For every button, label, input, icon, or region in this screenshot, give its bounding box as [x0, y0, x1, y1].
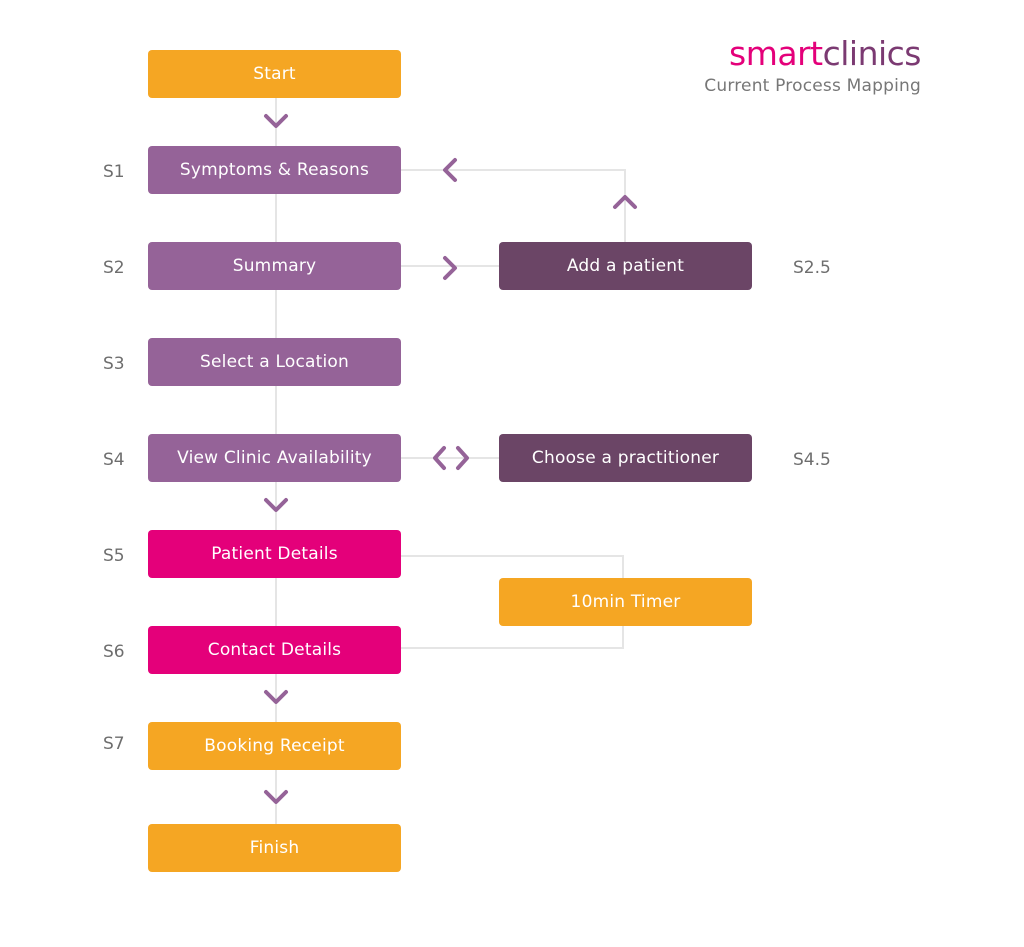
- chevron-right-icon: [443, 256, 457, 280]
- chevron-left-icon: [433, 446, 446, 470]
- step-label-s4: S4: [103, 450, 125, 470]
- view-clinic-availability-label: View Clinic Availability: [177, 448, 372, 468]
- symptoms-reasons-label: Symptoms & Reasons: [179, 160, 370, 180]
- chevron-down-icon: [264, 114, 288, 128]
- patient-details-node: Patient Details: [148, 530, 401, 578]
- chevron-right-icon: [456, 446, 469, 470]
- brand-name-part2: clinics: [822, 34, 922, 73]
- start-node: Start: [148, 50, 401, 98]
- start-label: Start: [253, 64, 296, 84]
- chevron-down-icon: [264, 690, 288, 704]
- step-label-s2-5: S2.5: [793, 258, 831, 278]
- finish-node: Finish: [148, 824, 401, 872]
- contact-details-label: Contact Details: [207, 640, 342, 660]
- step-label-s6: S6: [103, 642, 125, 662]
- brand-name-part1: smart: [729, 34, 823, 73]
- add-patient-label: Add a patient: [566, 256, 685, 276]
- timer-node: 10min Timer: [499, 578, 752, 626]
- chevron-up-icon: [613, 195, 637, 209]
- booking-receipt-label: Booking Receipt: [204, 736, 345, 756]
- view-clinic-availability-node: View Clinic Availability: [148, 434, 401, 482]
- brand-logo: smartclinics Current Process Mapping: [704, 36, 921, 97]
- timer-label: 10min Timer: [570, 592, 681, 612]
- summary-label: Summary: [232, 256, 317, 276]
- patient-details-label: Patient Details: [211, 544, 338, 564]
- step-label-s5: S5: [103, 546, 125, 566]
- select-location-node: Select a Location: [148, 338, 401, 386]
- chevron-down-icon: [264, 498, 288, 512]
- brand-wordmark: smartclinics: [704, 36, 921, 72]
- step-label-s3: S3: [103, 354, 125, 374]
- chevron-down-icon: [264, 790, 288, 804]
- symptoms-reasons-node: Symptoms & Reasons: [148, 146, 401, 194]
- step-label-s4-5: S4.5: [793, 450, 831, 470]
- step-label-s1: S1: [103, 162, 125, 182]
- chevron-left-icon: [443, 158, 457, 182]
- choose-practitioner-label: Choose a practitioner: [531, 448, 720, 468]
- contact-details-node: Contact Details: [148, 626, 401, 674]
- booking-receipt-node: Booking Receipt: [148, 722, 401, 770]
- diagram-subtitle: Current Process Mapping: [704, 76, 921, 96]
- add-patient-node: Add a patient: [499, 242, 752, 290]
- step-label-s2: S2: [103, 258, 125, 278]
- summary-node: Summary: [148, 242, 401, 290]
- step-label-s7: S7: [103, 734, 125, 754]
- finish-label: Finish: [249, 838, 300, 858]
- choose-practitioner-node: Choose a practitioner: [499, 434, 752, 482]
- select-location-label: Select a Location: [200, 352, 349, 372]
- s2-5-to-s1-line: [401, 169, 626, 242]
